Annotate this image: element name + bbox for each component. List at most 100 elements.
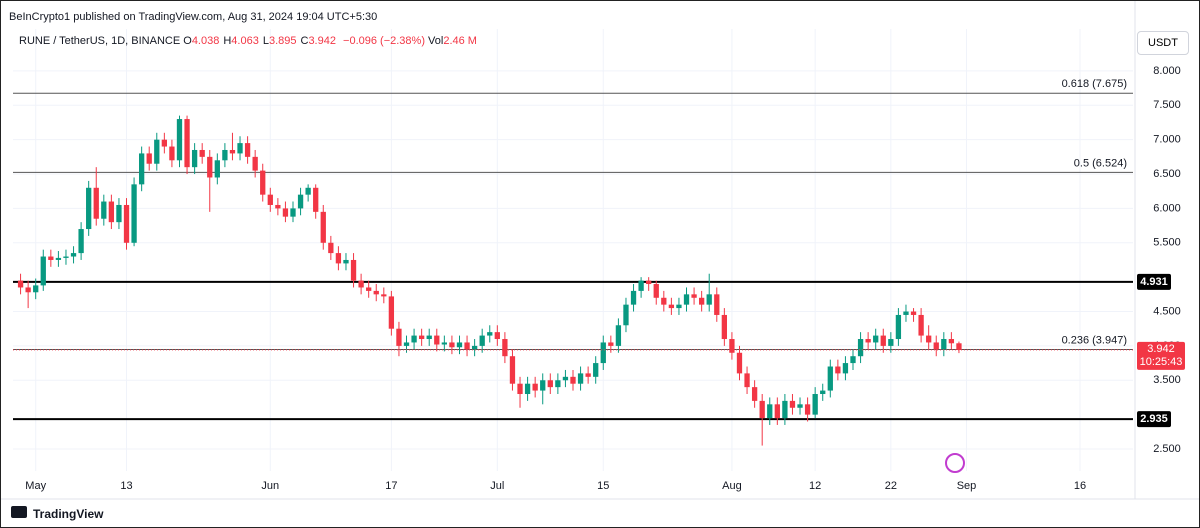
- candle-body: [222, 149, 228, 161]
- fib-label: 0.236 (3.947): [1062, 334, 1127, 346]
- candle-body: [411, 335, 417, 343]
- candle-body: [895, 314, 902, 340]
- x-tick-label: Aug: [722, 480, 742, 492]
- x-tick-label: Sep: [957, 480, 977, 492]
- candle-body: [131, 184, 137, 243]
- legend-row: RUNE / TetherUS, 1D, BINANCE O4.038 H4.06…: [19, 35, 477, 47]
- candle-body: [305, 187, 311, 195]
- candle-body: [820, 390, 826, 395]
- candle-body: [941, 339, 947, 350]
- candle-body: [471, 345, 478, 350]
- candle-body: [638, 280, 644, 291]
- candle-body: [449, 342, 455, 348]
- candle-body: [313, 187, 319, 212]
- candle-body: [199, 149, 205, 157]
- candle-body: [547, 380, 553, 388]
- candle-body: [804, 404, 811, 415]
- candle-body: [956, 343, 962, 350]
- candle-body: [744, 373, 750, 388]
- price-tag: [1137, 273, 1171, 290]
- ohlc: O4.038 H4.063 L3.895 C3.942: [183, 35, 340, 47]
- candle-body: [502, 339, 508, 357]
- x-tick-label: 15: [597, 480, 609, 492]
- candle-body: [260, 170, 266, 195]
- candle-body: [751, 387, 758, 401]
- candle-body: [207, 156, 213, 178]
- candle-body: [653, 284, 659, 298]
- candle-body: [366, 287, 372, 291]
- candle-body: [933, 342, 939, 350]
- price-tag: [1137, 411, 1171, 428]
- brand: TradingView: [33, 507, 104, 521]
- candle-body: [714, 294, 720, 315]
- x-tick-label: Jun: [261, 480, 279, 492]
- x-tick-label: 16: [1074, 480, 1086, 492]
- candle-body: [683, 294, 690, 305]
- candle-body: [903, 311, 909, 315]
- candle-body: [623, 304, 629, 326]
- candle-body: [926, 335, 932, 343]
- candle-body: [517, 383, 523, 395]
- candle-body: [880, 335, 886, 346]
- candle-body: [275, 204, 281, 209]
- candle-body: [86, 187, 92, 230]
- candle-body: [419, 335, 425, 340]
- ohlc-key: H: [223, 35, 232, 47]
- candle-body: [403, 342, 410, 346]
- candle-body: [146, 153, 152, 164]
- x-tick-label: Jul: [490, 480, 504, 492]
- volume-label: Vol: [428, 35, 444, 47]
- candle-body: [479, 335, 485, 346]
- candle-body: [191, 149, 198, 168]
- candle-body: [55, 257, 62, 260]
- candle-body: [555, 380, 561, 388]
- candle-body: [691, 294, 697, 298]
- candle-body: [252, 156, 258, 171]
- symbol: RUNE / TetherUS, 1D, BINANCE: [19, 35, 181, 47]
- candle-body: [630, 290, 637, 305]
- candle-body: [782, 400, 788, 419]
- published-note: BeInCrypto1 published on TradingView.com…: [9, 11, 378, 23]
- fib-label: 0.5 (6.524): [1074, 157, 1127, 169]
- candle-body: [487, 332, 493, 336]
- candle-body: [562, 376, 569, 381]
- countdown: 10:25:43: [1140, 356, 1183, 368]
- candle-body: [328, 242, 334, 254]
- x-tick-label: 12: [809, 480, 821, 492]
- last-price-label: 3.942: [1147, 343, 1175, 355]
- candle-body: [123, 204, 130, 243]
- candle-body: [600, 342, 606, 364]
- price-tag-label: 4.931: [1140, 276, 1168, 288]
- candle-body: [373, 290, 379, 295]
- currency-button[interactable]: USDT: [1137, 31, 1189, 55]
- y-tick-label: 6.000: [1153, 202, 1181, 214]
- candle-body: [78, 229, 84, 254]
- candle-body: [456, 342, 463, 348]
- y-tick-label: 6.500: [1153, 168, 1181, 180]
- candle-body: [865, 339, 871, 343]
- candle-body: [267, 194, 273, 205]
- ohlc-value: 4.063: [231, 35, 259, 47]
- y-tick-label: 2.500: [1153, 443, 1181, 455]
- candle-body: [70, 253, 77, 257]
- candle-body: [532, 383, 538, 391]
- candle-body: [540, 380, 546, 391]
- x-tick-label: May: [25, 480, 46, 492]
- candle-body: [835, 366, 841, 374]
- candle-body: [767, 404, 773, 419]
- y-tick-label: 4.500: [1153, 305, 1181, 317]
- price-tag-label: 2.935: [1140, 413, 1168, 425]
- y-tick-label: 7.000: [1153, 134, 1181, 146]
- candle-body: [615, 325, 622, 346]
- candle-body: [335, 253, 342, 264]
- brand-logo: [11, 506, 27, 518]
- candle-body: [63, 256, 69, 258]
- candle-body: [93, 187, 99, 219]
- y-tick-label: 7.500: [1153, 99, 1181, 111]
- candle-body: [184, 119, 190, 168]
- flash-icon[interactable]: [945, 453, 965, 473]
- candle-body: [812, 394, 818, 415]
- candle-body: [320, 211, 326, 243]
